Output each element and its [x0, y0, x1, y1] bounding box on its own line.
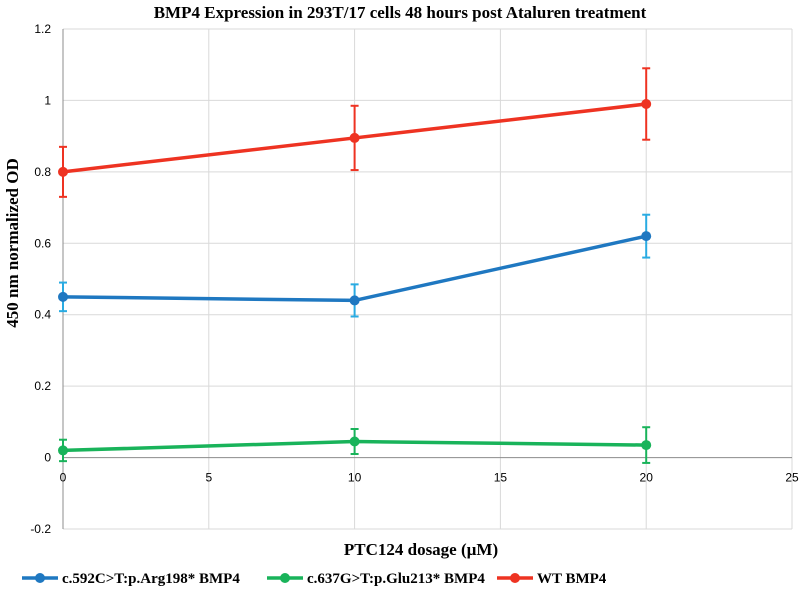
chart-title: BMP4 Expression in 293T/17 cells 48 hour…	[154, 3, 647, 22]
legend-swatch-marker	[280, 573, 290, 583]
legend-label: c.637G>T:p.Glu213* BMP4	[307, 571, 485, 587]
y-tick-label: 0.8	[34, 165, 51, 179]
y-tick-label: 0.4	[34, 308, 51, 322]
legend-label: WT BMP4	[537, 571, 607, 587]
y-tick-labels: -0.2 0 0.2 0.4 0.6 0.8 1 1.2	[30, 22, 51, 536]
x-tick-label: 0	[60, 471, 67, 485]
data-point	[349, 295, 360, 306]
legend: c.592C>T:p.Arg198* BMP4 c.637G>T:p.Glu213…	[22, 571, 607, 587]
data-point	[641, 99, 652, 109]
y-tick-label: 0.6	[34, 236, 51, 250]
series-1	[58, 426, 652, 464]
y-tick-label: 1	[44, 93, 51, 107]
data-point	[641, 440, 652, 451]
y-axis-label: 450 nm normalized OD	[3, 158, 22, 328]
data-point	[641, 231, 652, 242]
series-0	[58, 213, 652, 318]
x-tick-label: 25	[785, 471, 799, 485]
gridlines	[63, 28, 793, 530]
legend-item: c.637G>T:p.Glu213* BMP4	[267, 571, 485, 587]
legend-item: c.592C>T:p.Arg198* BMP4	[22, 571, 240, 587]
y-tick-label: 0	[44, 451, 51, 465]
legend-swatch-marker	[510, 573, 520, 583]
data-point	[58, 445, 68, 456]
x-tick-label: 10	[348, 471, 362, 485]
x-tick-labels: 0 5 10 15 20 25	[60, 471, 799, 485]
x-tick-label: 20	[640, 471, 654, 485]
data-series	[58, 67, 652, 464]
y-tick-label: -0.2	[30, 522, 51, 536]
legend-item: WT BMP4	[497, 571, 607, 587]
y-tick-label: 1.2	[34, 22, 51, 36]
legend-swatch-marker	[35, 573, 45, 583]
data-point	[58, 291, 68, 302]
x-axis-label: PTC124 dosage (µM)	[344, 540, 498, 559]
x-tick-label: 15	[494, 471, 508, 485]
x-tick-label: 5	[205, 471, 212, 485]
data-point	[349, 436, 360, 447]
axes	[62, 29, 792, 529]
legend-label: c.592C>T:p.Arg198* BMP4	[62, 571, 240, 587]
data-point	[349, 132, 360, 143]
data-point	[58, 166, 68, 177]
y-tick-label: 0.2	[34, 379, 51, 393]
series-2	[58, 67, 652, 198]
